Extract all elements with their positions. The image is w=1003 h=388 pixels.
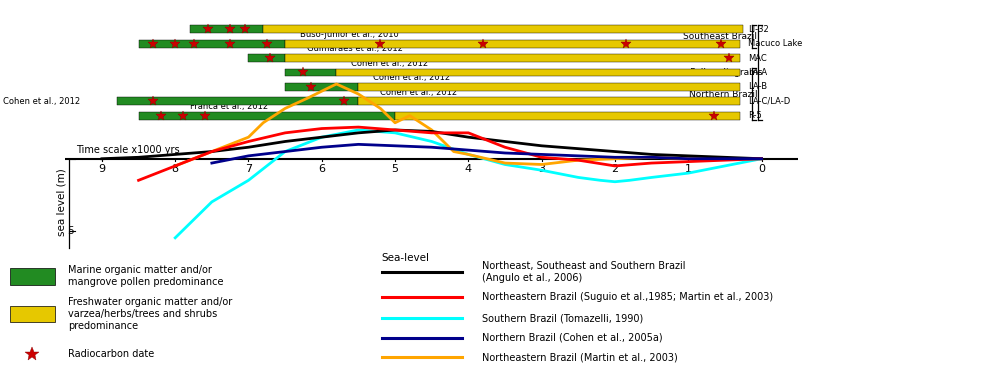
Text: 5: 5: [67, 226, 74, 236]
Bar: [10, 268, 55, 285]
Text: 2: 2: [611, 164, 618, 174]
Text: R-5: R-5: [747, 111, 761, 120]
Text: Macuco Lake: Macuco Lake: [747, 39, 802, 48]
Bar: [116, 97, 358, 105]
Text: 1: 1: [684, 164, 691, 174]
Text: 3: 3: [538, 164, 545, 174]
Text: Freshwater organic matter and/or
varzea/herbs/trees and shrubs
predominance: Freshwater organic matter and/or varzea/…: [68, 297, 233, 331]
Bar: [358, 97, 739, 105]
Text: 6: 6: [318, 164, 325, 174]
Text: Sea-level: Sea-level: [381, 253, 429, 263]
Bar: [263, 25, 742, 33]
Text: LA-C/LA-D: LA-C/LA-D: [747, 97, 789, 106]
Text: Franca et al., 2012: Franca et al., 2012: [190, 102, 268, 111]
Text: LA-A: LA-A: [747, 68, 766, 77]
Text: Northern Brazil: Northern Brazil: [688, 90, 756, 99]
Bar: [394, 112, 739, 120]
Text: LA-B: LA-B: [747, 82, 766, 91]
Text: 8: 8: [172, 164, 179, 174]
Bar: [336, 69, 739, 76]
Bar: [285, 69, 336, 76]
Text: Northeastern Brazil (Suguio et al.,1985; Martin et al., 2003): Northeastern Brazil (Suguio et al.,1985;…: [481, 292, 772, 302]
Text: Time scale x1000 yrs: Time scale x1000 yrs: [76, 145, 180, 155]
Text: Marine organic matter and/or
mangrove pollen predominance: Marine organic matter and/or mangrove po…: [68, 265, 224, 287]
Bar: [285, 40, 739, 48]
Bar: [190, 25, 263, 33]
Text: MAC: MAC: [747, 54, 766, 62]
Text: Radiocarbon date: Radiocarbon date: [68, 350, 154, 359]
Text: 9: 9: [98, 164, 105, 174]
Bar: [285, 83, 358, 91]
Text: Cohen et al., 2012: Cohen et al., 2012: [351, 59, 428, 68]
Text: Guimarães et al., 2012: Guimarães et al., 2012: [307, 45, 402, 54]
Bar: [10, 306, 55, 322]
Text: Southern Brazil (Tomazelli, 1990): Southern Brazil (Tomazelli, 1990): [481, 313, 643, 323]
Text: Northern Brazil (Cohen et al., 2005a): Northern Brazil (Cohen et al., 2005a): [481, 333, 662, 343]
Text: 5: 5: [391, 164, 398, 174]
Text: 7: 7: [245, 164, 252, 174]
Text: sea level (m): sea level (m): [56, 168, 66, 236]
Text: Southeast Brazil: Southeast Brazil: [682, 32, 756, 41]
Bar: [249, 54, 285, 62]
Bar: [138, 40, 285, 48]
Text: 0: 0: [757, 164, 764, 174]
Bar: [358, 83, 739, 91]
Text: -Pollen diagrams: -Pollen diagrams: [687, 68, 762, 77]
Text: 4: 4: [464, 164, 471, 174]
Text: LI-32: LI-32: [747, 25, 768, 34]
Text: Cohen et al., 2012: Cohen et al., 2012: [373, 73, 449, 82]
Bar: [285, 54, 739, 62]
Bar: [138, 112, 395, 120]
Text: Buso-Junior et al., 2010: Buso-Junior et al., 2010: [300, 30, 398, 39]
Text: Cohen et al., 2012: Cohen et al., 2012: [380, 88, 457, 97]
Text: Northeastern Brazil (Martin et al., 2003): Northeastern Brazil (Martin et al., 2003…: [481, 352, 677, 362]
Text: Cohen et al., 2012: Cohen et al., 2012: [3, 97, 80, 106]
Text: Northeast, Southeast and Southern Brazil
(Angulo et al., 2006): Northeast, Southeast and Southern Brazil…: [481, 261, 685, 283]
